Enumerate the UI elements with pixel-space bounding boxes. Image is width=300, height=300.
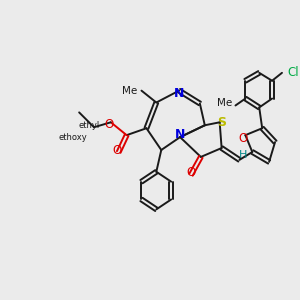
- Text: N: N: [174, 87, 184, 100]
- Text: ethoxy: ethoxy: [59, 133, 88, 142]
- Text: O: O: [239, 132, 248, 145]
- Text: Me: Me: [217, 98, 232, 109]
- Text: O: O: [104, 118, 113, 131]
- Text: H: H: [239, 150, 248, 160]
- Text: Me: Me: [122, 85, 137, 96]
- Text: O: O: [186, 166, 196, 179]
- Text: O: O: [112, 145, 122, 158]
- Text: Cl: Cl: [287, 66, 298, 79]
- Text: ethyl: ethyl: [78, 121, 100, 130]
- Text: N: N: [175, 128, 185, 141]
- Text: S: S: [217, 116, 226, 129]
